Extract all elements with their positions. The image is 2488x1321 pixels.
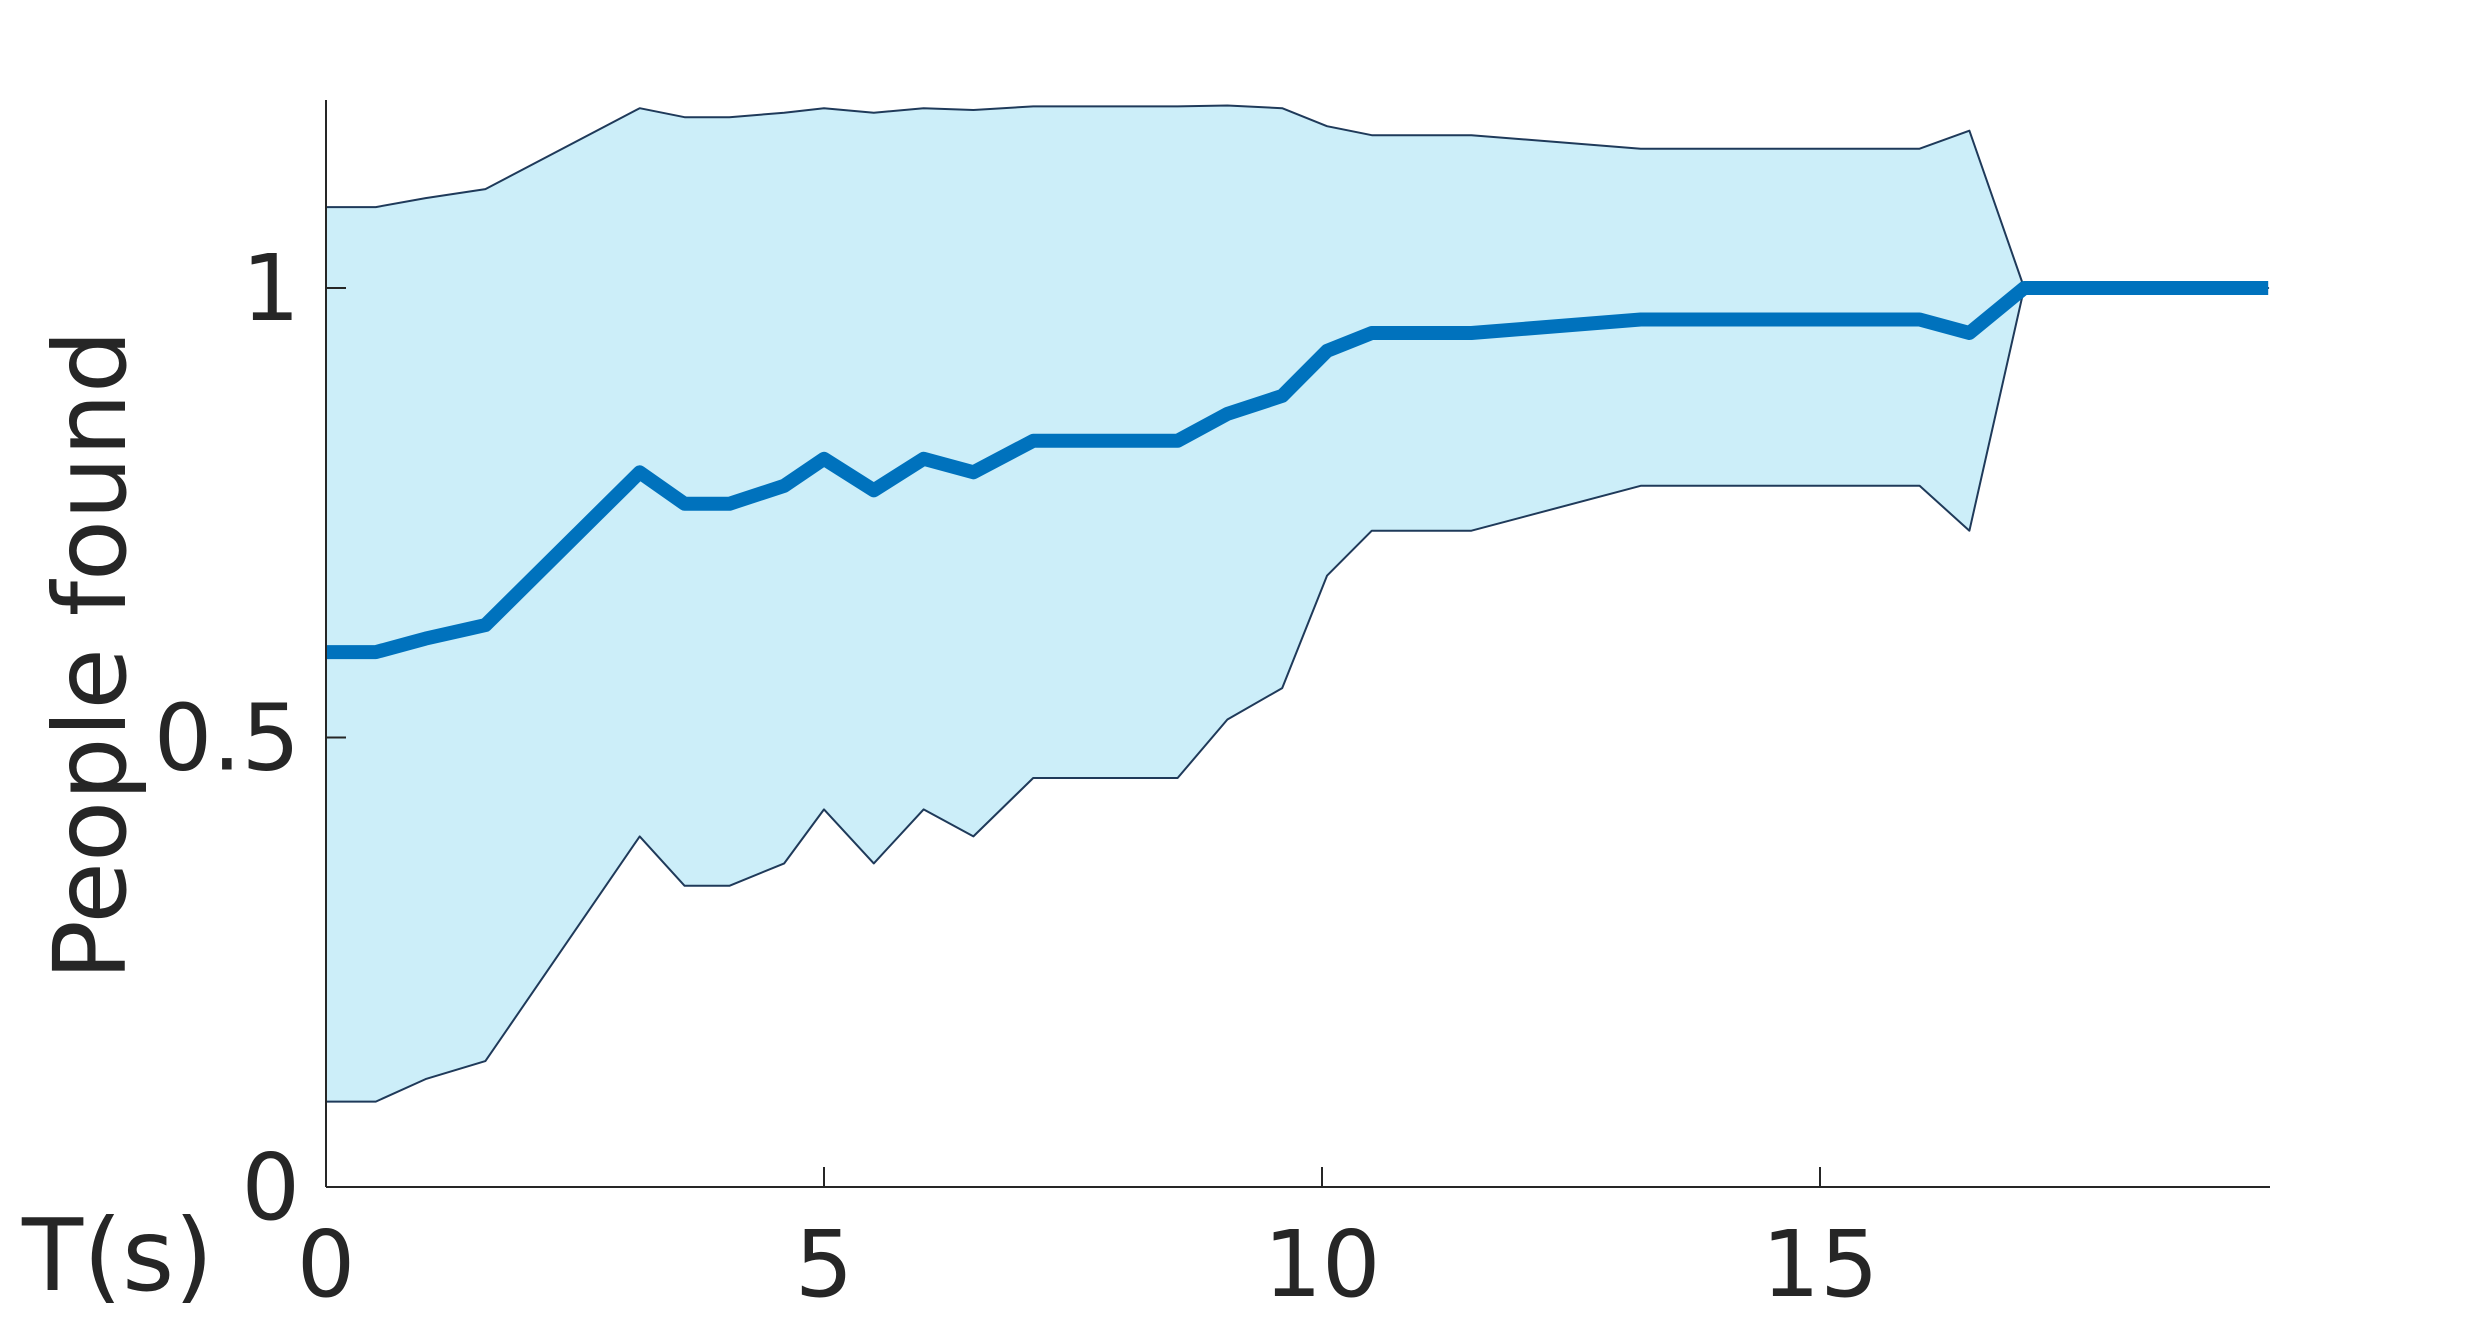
y-tick-label: 0.5: [154, 685, 300, 792]
y-ticks: 00.51: [154, 235, 346, 1241]
y-axis-label: People found: [32, 330, 149, 981]
y-tick-label: 1: [241, 235, 300, 342]
x-tick-label: 5: [795, 1211, 854, 1318]
series-line: [326, 281, 2269, 660]
x-tick-label: 10: [1263, 1211, 1380, 1318]
x-tick-label: 0: [297, 1211, 356, 1318]
x-ticks: 0 5 10 15: [297, 1167, 1879, 1318]
confidence-band: [325, 104, 2270, 1103]
plot-area: [325, 104, 2270, 1103]
x-tick-label: 15: [1761, 1211, 1878, 1318]
axes: 0 5 10 15 00.51: [154, 100, 2270, 1318]
y-tick-label: 0: [241, 1134, 300, 1241]
x-axis-label: T(s): [21, 1197, 213, 1314]
